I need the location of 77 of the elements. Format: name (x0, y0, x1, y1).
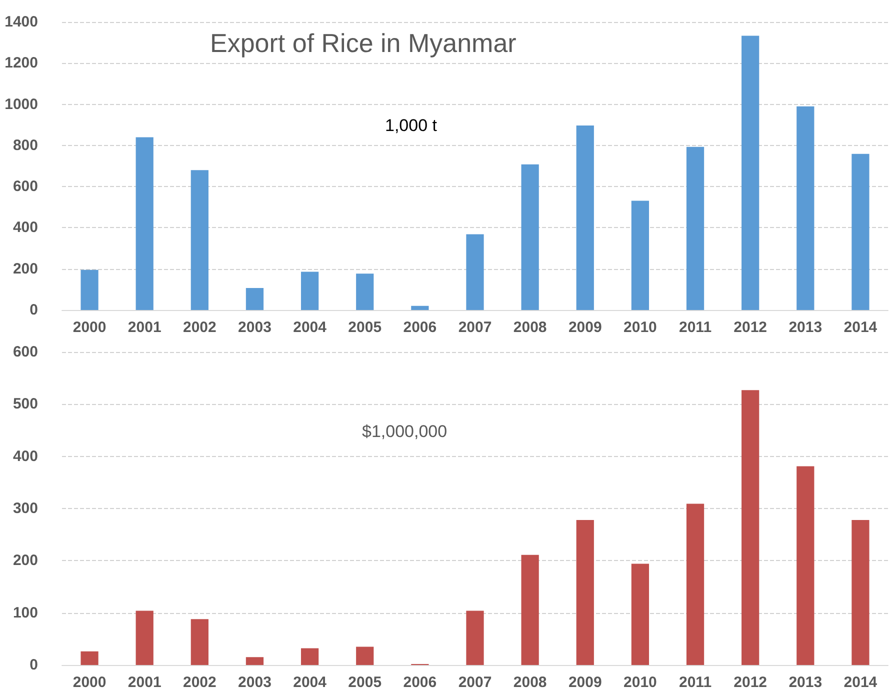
bar (742, 36, 760, 310)
x-tick-label: 2003 (238, 674, 272, 691)
bar (521, 554, 539, 665)
bar (852, 520, 870, 665)
x-tick-label: 2006 (403, 674, 437, 691)
x-tick-label: 2012 (734, 319, 768, 336)
y-tick-label: 500 (12, 396, 38, 413)
bar (466, 234, 484, 310)
x-tick-label: 2009 (568, 674, 602, 691)
y-tick-label: 0 (30, 302, 38, 318)
x-tick-label: 2008 (513, 674, 547, 691)
bar (411, 306, 429, 310)
y-tick-label: 0 (30, 656, 38, 674)
x-tick-label: 2007 (458, 319, 492, 336)
y-tick-label: 400 (12, 448, 38, 465)
bar (576, 125, 594, 310)
annotation: $1,000,000 (362, 422, 448, 441)
bar (80, 651, 98, 665)
y-tick-label: 200 (12, 260, 38, 278)
bar (521, 164, 539, 310)
bar (136, 137, 154, 310)
x-tick-label: 2010 (624, 319, 657, 336)
y-tick-label: 1400 (4, 14, 38, 30)
x-tick-label: 2008 (513, 319, 547, 336)
bar (852, 154, 870, 310)
bar (576, 520, 594, 665)
bar (631, 200, 650, 310)
x-tick-label: 2011 (678, 674, 712, 691)
x-tick-label: 2005 (348, 674, 382, 691)
bar (356, 646, 374, 665)
x-tick-label: 2005 (348, 319, 382, 336)
bar (686, 146, 704, 310)
bar (631, 564, 650, 665)
x-tick-label: 2013 (788, 319, 822, 336)
bar (80, 270, 98, 310)
bar (246, 657, 264, 665)
bar (136, 610, 154, 665)
x-tick-label: 2000 (72, 674, 106, 691)
y-tick-label: 400 (12, 219, 38, 236)
bar (796, 466, 814, 665)
bar (246, 288, 264, 310)
bar (190, 619, 208, 665)
annotation: 1,000 t (385, 116, 438, 135)
y-tick-label: 600 (12, 178, 38, 196)
y-tick-label: 800 (12, 136, 38, 154)
x-tick-label: 2002 (182, 319, 216, 336)
chart-title: Export of Rice in Myanmar (210, 28, 517, 58)
x-tick-label: 2007 (458, 674, 492, 691)
x-tick-label: 2013 (788, 674, 822, 691)
x-tick-label: 2014 (844, 319, 878, 336)
x-tick-label: 2001 (128, 674, 162, 691)
bar (686, 504, 704, 665)
x-tick-label: 2011 (678, 319, 712, 336)
bar (742, 390, 760, 665)
x-tick-label: 2001 (128, 319, 162, 336)
y-tick-label: 1200 (4, 54, 38, 72)
x-tick-label: 2006 (403, 319, 437, 336)
bar (466, 610, 484, 665)
x-tick-label: 2004 (293, 674, 328, 691)
y-tick-label: 200 (12, 552, 38, 570)
x-tick-label: 2010 (624, 674, 657, 691)
x-tick-label: 2002 (182, 674, 216, 691)
y-tick-label: 100 (12, 604, 38, 622)
bar (300, 648, 319, 665)
x-tick-label: 2004 (293, 319, 328, 336)
y-tick-label: 1000 (4, 96, 38, 113)
bar (356, 274, 374, 310)
bar (300, 272, 319, 310)
y-tick-label: 300 (12, 500, 38, 517)
x-tick-label: 2000 (72, 319, 106, 336)
x-tick-label: 2012 (734, 674, 768, 691)
bar (190, 170, 208, 310)
x-tick-label: 2009 (568, 319, 602, 336)
bar (796, 106, 814, 310)
x-tick-label: 2003 (238, 319, 272, 336)
y-tick-label: 600 (12, 344, 38, 360)
x-tick-label: 2014 (844, 674, 878, 691)
